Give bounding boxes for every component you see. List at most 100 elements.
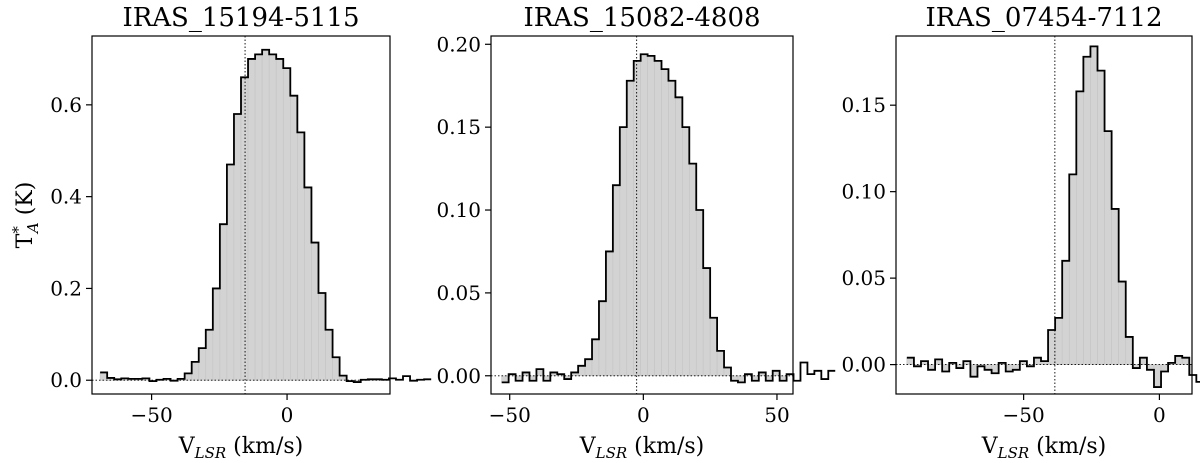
histogram-bars <box>906 46 1192 388</box>
histogram-bar <box>1181 357 1190 365</box>
x-axis-label: VLSR (km/s) <box>579 434 704 462</box>
histogram-bar <box>311 242 319 381</box>
histogram-bar <box>668 80 676 377</box>
histogram-bar <box>1118 281 1127 365</box>
y-ticks: 0.0 0.2 0.4 0.6 <box>50 93 92 392</box>
histogram-bar <box>1033 357 1042 365</box>
histogram-bar <box>1047 329 1056 365</box>
y-tick-label: 0.00 <box>841 353 886 377</box>
histogram-bar <box>325 329 333 381</box>
y-tick-label: 0.10 <box>436 198 481 222</box>
histogram-bar <box>633 60 641 377</box>
y-tick-label: 0.00 <box>436 364 481 388</box>
histogram-bar <box>1097 70 1105 365</box>
y-tick-label: 0.2 <box>50 276 82 300</box>
x-tick-label: 0 <box>1153 403 1166 427</box>
histogram-bar <box>661 68 669 377</box>
x-axis-label-sub: LSR <box>595 444 628 462</box>
histogram-bar <box>297 132 305 381</box>
histogram-bar <box>536 368 544 377</box>
histogram-bar <box>1153 364 1162 388</box>
histogram-bar <box>268 54 277 381</box>
histogram-bar <box>1188 364 1192 376</box>
x-axis-label-sub: LSR <box>997 444 1030 462</box>
x-tick-label: 0 <box>637 403 650 427</box>
histogram-bar <box>800 363 807 376</box>
histogram-bar <box>577 365 586 377</box>
histogram-bar <box>584 358 593 377</box>
histogram-bar <box>191 361 200 381</box>
y-tick-label: 0.05 <box>436 281 481 305</box>
y-tick-label: 0.0 <box>50 368 82 392</box>
panel-iras-07454-7112: IRAS_07454-7112 −50 0 0.00 0.05 0.10 0.15 VL… <box>841 3 1200 462</box>
plot-frame <box>895 35 1193 395</box>
histogram-bar <box>709 317 718 377</box>
histogram-bar <box>716 350 725 377</box>
y-tick-label: 0.6 <box>50 93 82 117</box>
histogram-bar <box>640 53 648 377</box>
y-axis-label-sup: * <box>9 226 27 234</box>
panel-title: IRAS_07454-7112 <box>925 3 1162 33</box>
x-tick-label: 0 <box>281 403 294 427</box>
histogram-bar <box>598 300 607 377</box>
x-tick-label: 50 <box>764 403 789 427</box>
x-axis-label-main: V <box>981 434 999 459</box>
histogram-bar <box>612 184 621 377</box>
spectrum-step-line <box>100 48 432 383</box>
histogram-bar <box>212 288 221 381</box>
histogram-bar <box>501 375 509 383</box>
y-axis-label-sub: A <box>24 222 42 235</box>
histogram-bar <box>254 54 263 381</box>
panel-iras-15194-5115: IRAS_15194-5115 −50 0 0.0 0.2 0.4 0.6 VLSR (… <box>9 3 432 462</box>
spectrum-step-line <box>906 45 1200 388</box>
y-tick-label: 0.10 <box>841 180 886 204</box>
spectrum-step-line <box>501 53 836 384</box>
histogram-bar <box>1125 336 1134 365</box>
panel-title: IRAS_15194-5115 <box>122 3 359 33</box>
histogram-bar <box>1083 56 1091 365</box>
histogram-bar <box>654 60 662 377</box>
y-tick-label: 0.15 <box>436 115 481 139</box>
histogram-bar <box>226 164 235 381</box>
histogram-bar <box>682 126 690 377</box>
histogram-bar <box>605 251 614 377</box>
y-ticks: 0.00 0.05 0.10 0.15 0.20 <box>436 32 491 388</box>
histogram-bar <box>275 58 284 381</box>
histogram-bar <box>723 367 732 377</box>
x-axis-label-main: V <box>178 434 196 459</box>
histogram-bar <box>282 67 291 381</box>
histogram-bar <box>205 329 214 381</box>
y-tick-label: 0.20 <box>436 32 481 56</box>
histogram-bar <box>737 375 746 383</box>
x-axis-label-rest: (km/s) <box>627 434 704 459</box>
histogram-bar <box>290 95 298 381</box>
plot-frame <box>490 35 794 395</box>
histogram-bar <box>941 364 950 372</box>
histogram-bar <box>1068 174 1077 365</box>
x-tick-label: −50 <box>130 403 172 427</box>
histogram-bar <box>1139 357 1148 365</box>
histogram-bars <box>501 53 807 383</box>
histogram-bar <box>261 49 270 381</box>
histogram-bar <box>1111 208 1119 365</box>
histogram-bar <box>1160 364 1169 372</box>
reference-lines <box>896 36 1192 394</box>
x-ticks: −50 0 <box>1003 394 1166 427</box>
x-tick-label: −50 <box>1003 403 1045 427</box>
panel-iras-15082-4808: IRAS_15082-4808 −50 0 50 0.000.050.100.150… <box>436 3 836 462</box>
y-axis-label-rest: (K) <box>13 182 38 223</box>
histogram-bar <box>906 357 915 365</box>
x-axis-label-rest: (km/s) <box>1029 434 1106 459</box>
histogram-bar <box>702 267 711 377</box>
histogram-bar <box>626 80 635 377</box>
x-tick-label: −50 <box>489 403 531 427</box>
histogram-bar <box>591 339 600 377</box>
x-ticks: −50 0 50 <box>489 394 790 427</box>
panel-title: IRAS_15082-4808 <box>523 3 760 33</box>
histogram-bar <box>1061 260 1070 365</box>
x-axis-label-rest: (km/s) <box>226 434 303 459</box>
histogram-bar <box>695 209 704 377</box>
histogram-bar <box>1174 355 1183 365</box>
histogram-bar <box>332 356 340 381</box>
